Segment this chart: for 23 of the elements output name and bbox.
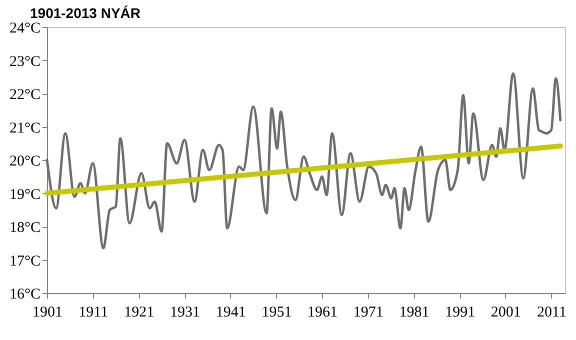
x-tick-label: 1941 (216, 304, 246, 320)
y-tick-label: 20°C (9, 154, 40, 170)
x-tick-label: 1951 (262, 304, 292, 320)
line-series (46, 72, 562, 250)
x-tick-label: 1991 (445, 304, 476, 320)
x-tick-label: 1931 (170, 304, 200, 320)
y-tick-label: 19°C (9, 186, 40, 203)
x-tick-label: 1961 (308, 304, 338, 320)
x-tick-label: 1971 (353, 304, 384, 320)
y-tick-label: 22°C (9, 87, 40, 103)
y-tick-label: 23°C (9, 54, 40, 70)
y-tick-label: 24°C (9, 20, 40, 36)
x-tick-label: 1921 (124, 304, 154, 320)
x-tick-label: 2011 (537, 304, 566, 320)
x-tick-label: 1981 (399, 304, 430, 320)
y-tick-label: 18°C (9, 220, 40, 236)
y-tick-label: 17°C (9, 253, 40, 270)
y-tick-label: 16°C (9, 286, 40, 302)
x-tick-label: 1911 (78, 304, 108, 320)
x-tick-label: 1901 (32, 304, 62, 320)
y-tick-label: 21°C (9, 120, 40, 136)
x-tick-label: 2001 (490, 304, 521, 320)
chart-title: 1901-2013 NYÁR (30, 5, 141, 21)
